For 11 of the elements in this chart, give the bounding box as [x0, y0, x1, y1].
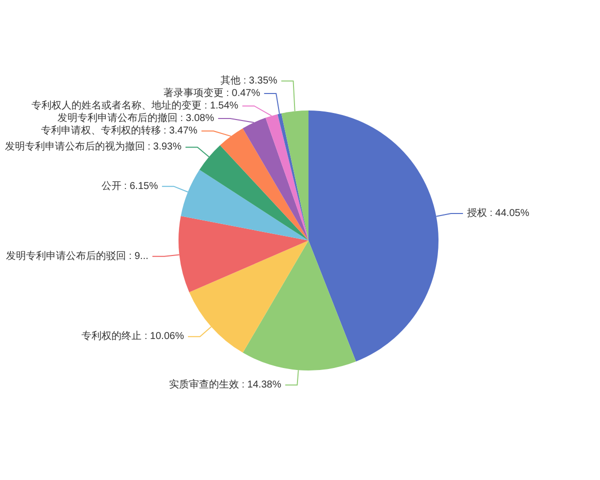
slice-label: 专利权的终止 : 10.06%	[82, 330, 184, 342]
slice-label: 发明专利申请公布后的撤回 : 3.08%	[57, 112, 214, 124]
slice-label: 发明专利申请公布后的视为撤回 : 3.93%	[4, 140, 182, 153]
slice-label: 实质审查的生效 : 14.38%	[168, 378, 282, 391]
slice-label: 公开 : 6.15%	[101, 180, 158, 192]
slice-label: 著录事项变更 : 0.47%	[163, 87, 260, 99]
slice-label: 专利申请权、专利权的转移 : 3.47%	[40, 124, 198, 136]
slice-label: 授权 : 44.05%	[466, 207, 530, 220]
slice-label: 专利权人的姓名或者名称、地址的变更 : 1.54%	[32, 100, 238, 112]
slice-label: 其他 : 3.35%	[220, 74, 278, 86]
slice-label: 发明专利申请公布后的驳回 : 9...	[6, 250, 148, 262]
